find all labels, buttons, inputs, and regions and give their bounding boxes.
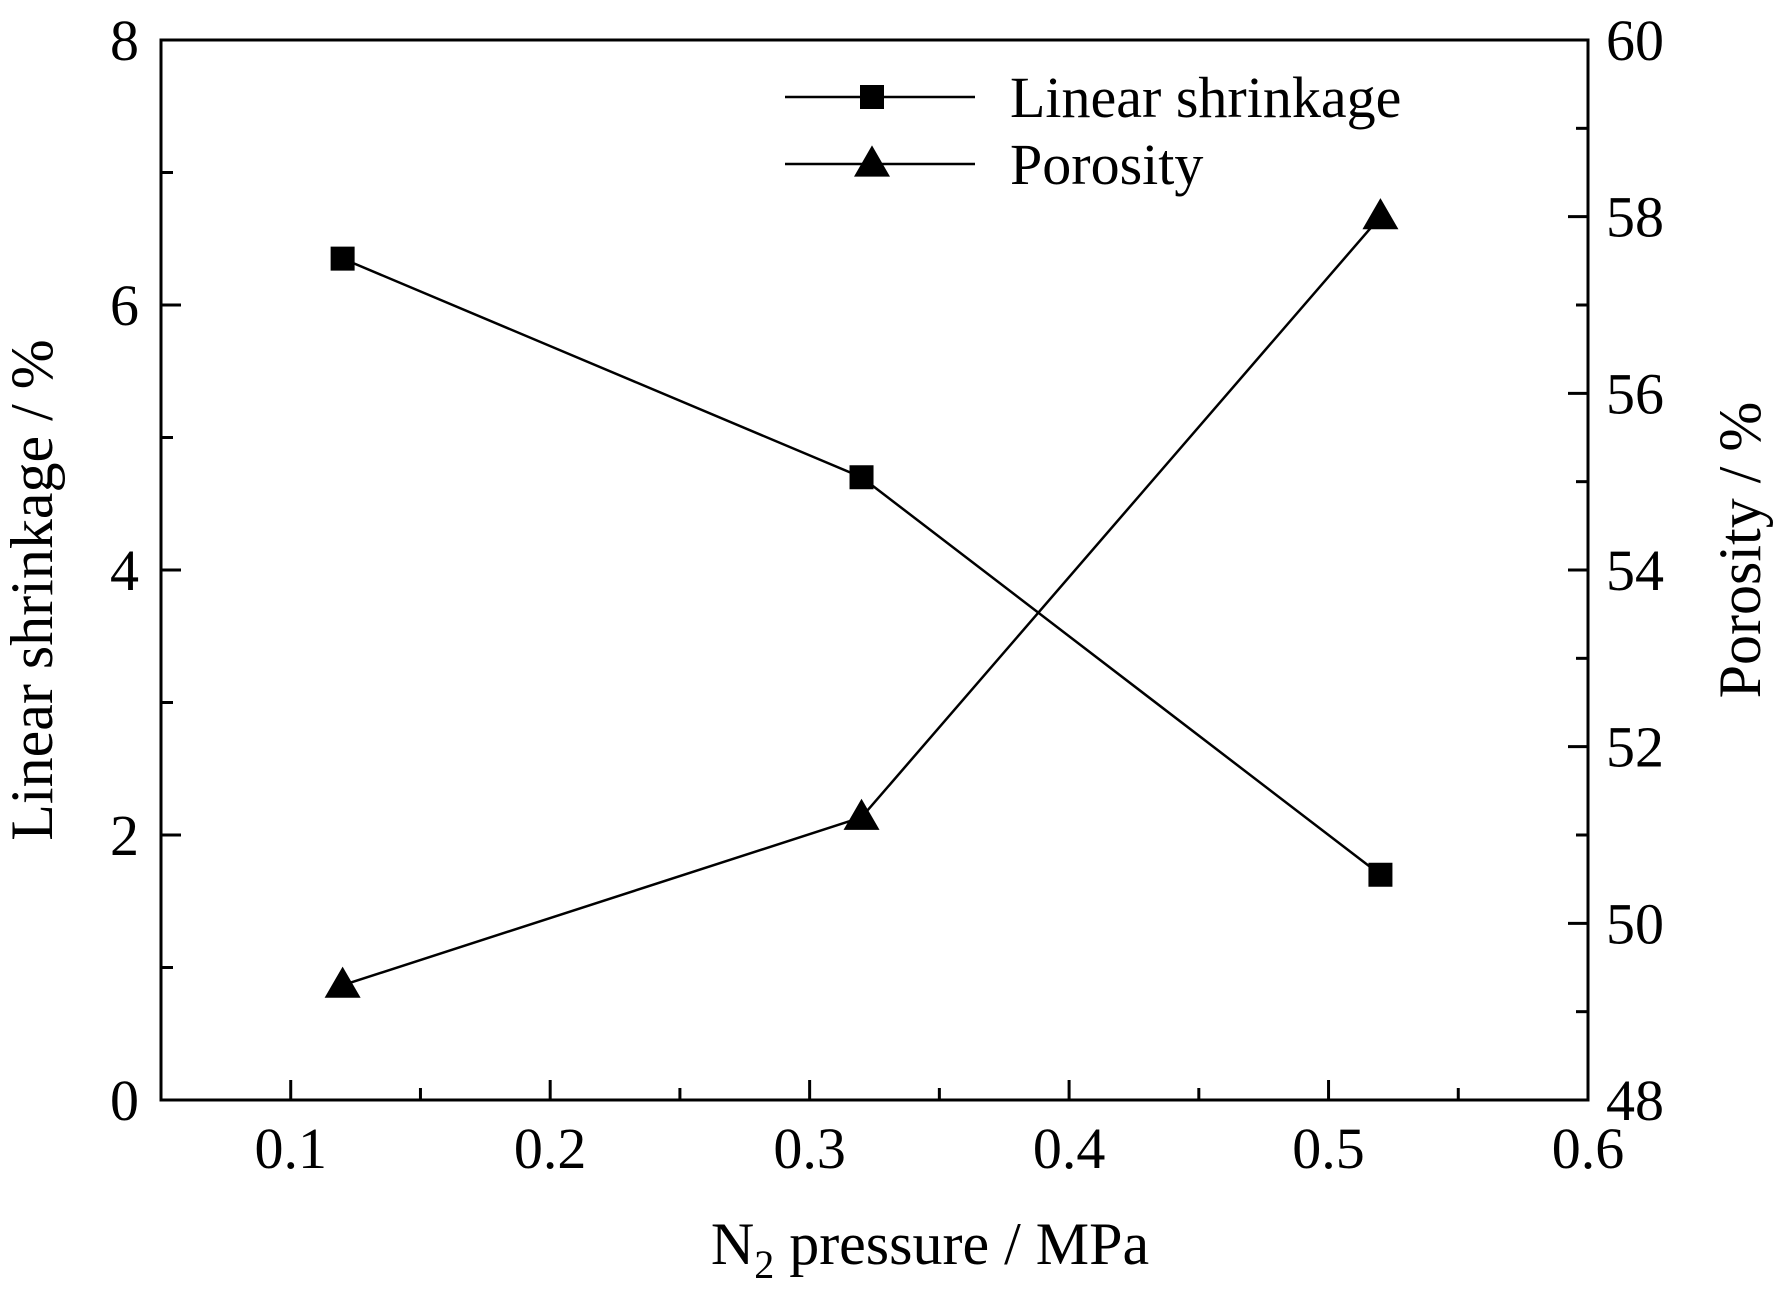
y-axis-left-title: Linear shrinkage / % <box>0 339 65 840</box>
y-right-tick-label: 50 <box>1606 891 1664 956</box>
y-right-tick-label: 56 <box>1606 361 1664 426</box>
y-right-tick-label: 54 <box>1606 538 1664 603</box>
linear-shrinkage-marker <box>1368 862 1393 887</box>
porosity-line <box>342 215 1382 987</box>
linear-shrinkage-marker <box>330 246 355 271</box>
x-axis-title-main: N <box>711 1211 754 1277</box>
y-right-tick-label: 48 <box>1606 1068 1664 1133</box>
x-tick-label: 0.1 <box>254 1116 327 1181</box>
y-right-tick-label: 60 <box>1606 8 1664 73</box>
linear-shrinkage-line <box>342 257 1382 876</box>
x-axis-title-rest: pressure / MPa <box>774 1211 1149 1277</box>
y-right-tick-label: 58 <box>1606 185 1664 250</box>
x-axis-title-subscript: 2 <box>754 1242 774 1287</box>
y-right-tick-label: 52 <box>1606 715 1664 780</box>
plot-frame <box>159 38 1590 1102</box>
legend-linear-shrinkage-label: Linear shrinkage <box>1010 65 1401 130</box>
series-group <box>324 198 1399 998</box>
legend-porosity-marker <box>854 145 890 177</box>
y-left-tick-label: 6 <box>110 273 139 338</box>
x-tick-label: 0.2 <box>514 1116 587 1181</box>
x-tick-label: 0.6 <box>1552 1116 1625 1181</box>
y-left-tick-label: 0 <box>110 1068 139 1133</box>
y-left-tick-label: 2 <box>110 803 139 868</box>
x-tick-label: 0.5 <box>1292 1116 1365 1181</box>
y-left-tick-label: 8 <box>110 8 139 73</box>
axis-ticks: 0.1 0.2 0.3 0.4 0.5 0.6 0 2 4 6 8 48 50 52 54 56 58 60 <box>110 8 1664 1181</box>
y-left-tick-label: 4 <box>110 538 139 603</box>
porosity-marker <box>843 798 880 830</box>
x-tick-label: 0.3 <box>773 1116 846 1181</box>
plot-frame-rect <box>159 38 1590 1102</box>
y-axis-right-title: Porosity / % <box>1707 402 1773 699</box>
porosity-marker <box>324 966 361 998</box>
linear-shrinkage-marker <box>849 465 874 490</box>
x-axis-title: N2 pressure / MPa <box>711 1211 1149 1287</box>
legend-porosity-label: Porosity <box>1010 132 1203 197</box>
porosity-marker <box>1362 198 1399 230</box>
legend-linear-shrinkage-marker <box>860 85 884 109</box>
x-tick-label: 0.4 <box>1033 1116 1106 1181</box>
